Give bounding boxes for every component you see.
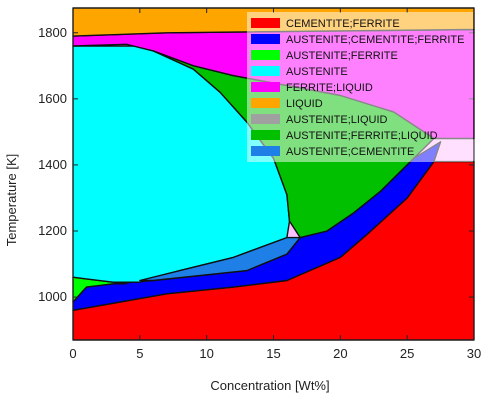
legend-entry: AUSTENITE;CEMENTITE;FERRITE	[286, 34, 464, 46]
x-tick-label: 25	[400, 346, 414, 361]
legend-swatch	[251, 98, 280, 108]
legend-background	[247, 12, 473, 162]
legend-entry: CEMENTITE;FERRITE	[286, 18, 400, 30]
legend: CEMENTITE;FERRITE AUSTENITE;CEMENTITE;FER…	[247, 12, 473, 162]
x-tick-label: 30	[467, 346, 481, 361]
legend-entry: AUSTENITE;LIQUID	[286, 114, 388, 126]
legend-entry: AUSTENITE	[286, 66, 348, 78]
x-tick-label: 0	[69, 346, 76, 361]
legend-swatch	[251, 146, 280, 156]
y-tick-label: 1000	[38, 289, 67, 304]
legend-entry: LIQUID	[286, 98, 323, 110]
x-axis-label: Concentration [Wt%]	[210, 378, 329, 393]
y-tick-label: 1200	[38, 223, 67, 238]
y-tick-label: 1400	[38, 157, 67, 172]
legend-entry: AUSTENITE;FERRITE	[286, 50, 398, 62]
axis-ticks: 0 5 10 15 20 25 30 1000 1200 1400 1600 1800	[38, 8, 481, 361]
x-tick-label: 15	[266, 346, 280, 361]
y-tick-label: 1600	[38, 91, 67, 106]
legend-entry: AUSTENITE;CEMENTITE	[286, 146, 414, 158]
x-tick-label: 5	[136, 346, 143, 361]
y-axis-label: Temperature [K]	[4, 154, 19, 247]
legend-swatch	[251, 66, 280, 76]
legend-swatch	[251, 130, 280, 140]
phase-region-austenite-cementite	[139, 236, 301, 282]
legend-swatch	[251, 18, 280, 28]
legend-entry: FERRITE;LIQUID	[286, 82, 373, 94]
legend-swatch	[251, 50, 280, 60]
y-tick-label: 1800	[38, 25, 67, 40]
legend-entry: AUSTENITE;FERRITE;LIQUID	[286, 130, 438, 142]
legend-swatch	[251, 114, 280, 124]
x-tick-label: 20	[333, 346, 347, 361]
legend-swatch	[251, 82, 280, 92]
x-tick-label: 10	[199, 346, 213, 361]
legend-swatch	[251, 34, 280, 44]
